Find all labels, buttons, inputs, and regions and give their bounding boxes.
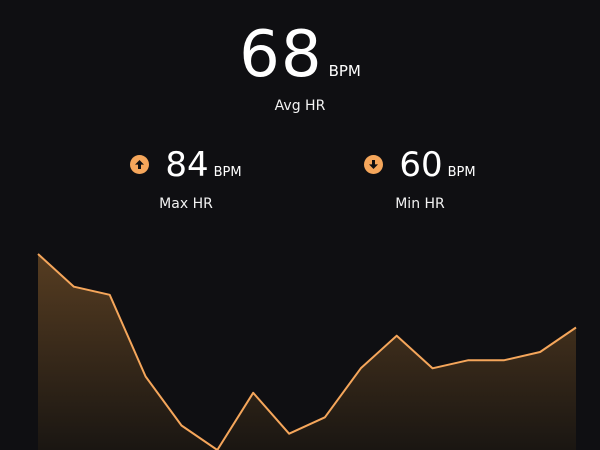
chart-series-line [37,253,577,450]
arrow-up-icon [130,155,150,174]
avg-hr-value-row: 68 BPM [239,18,361,92]
avg-hr-block: 68 BPM Avg HR [0,18,600,114]
chart-area-fill [38,254,576,450]
min-hr-value-row: 60 BPM [364,144,476,186]
max-hr-block: 84 BPM Max HR [86,144,286,212]
min-hr-unit: BPM [447,165,476,180]
min-hr-block: 60 BPM Min HR [320,144,520,212]
avg-hr-label: Avg HR [274,98,326,114]
max-hr-unit: BPM [213,165,242,180]
min-hr-label: Min HR [395,196,445,212]
chart-series [37,253,577,450]
max-hr-value-row: 84 BPM [130,144,242,186]
arrow-down-icon [364,155,384,174]
min-hr-value: 60 [399,145,443,185]
avg-hr-unit: BPM [328,62,361,80]
max-hr-value: 84 [165,145,209,185]
max-hr-label: Max HR [159,196,213,212]
avg-hr-value: 68 [239,18,323,92]
